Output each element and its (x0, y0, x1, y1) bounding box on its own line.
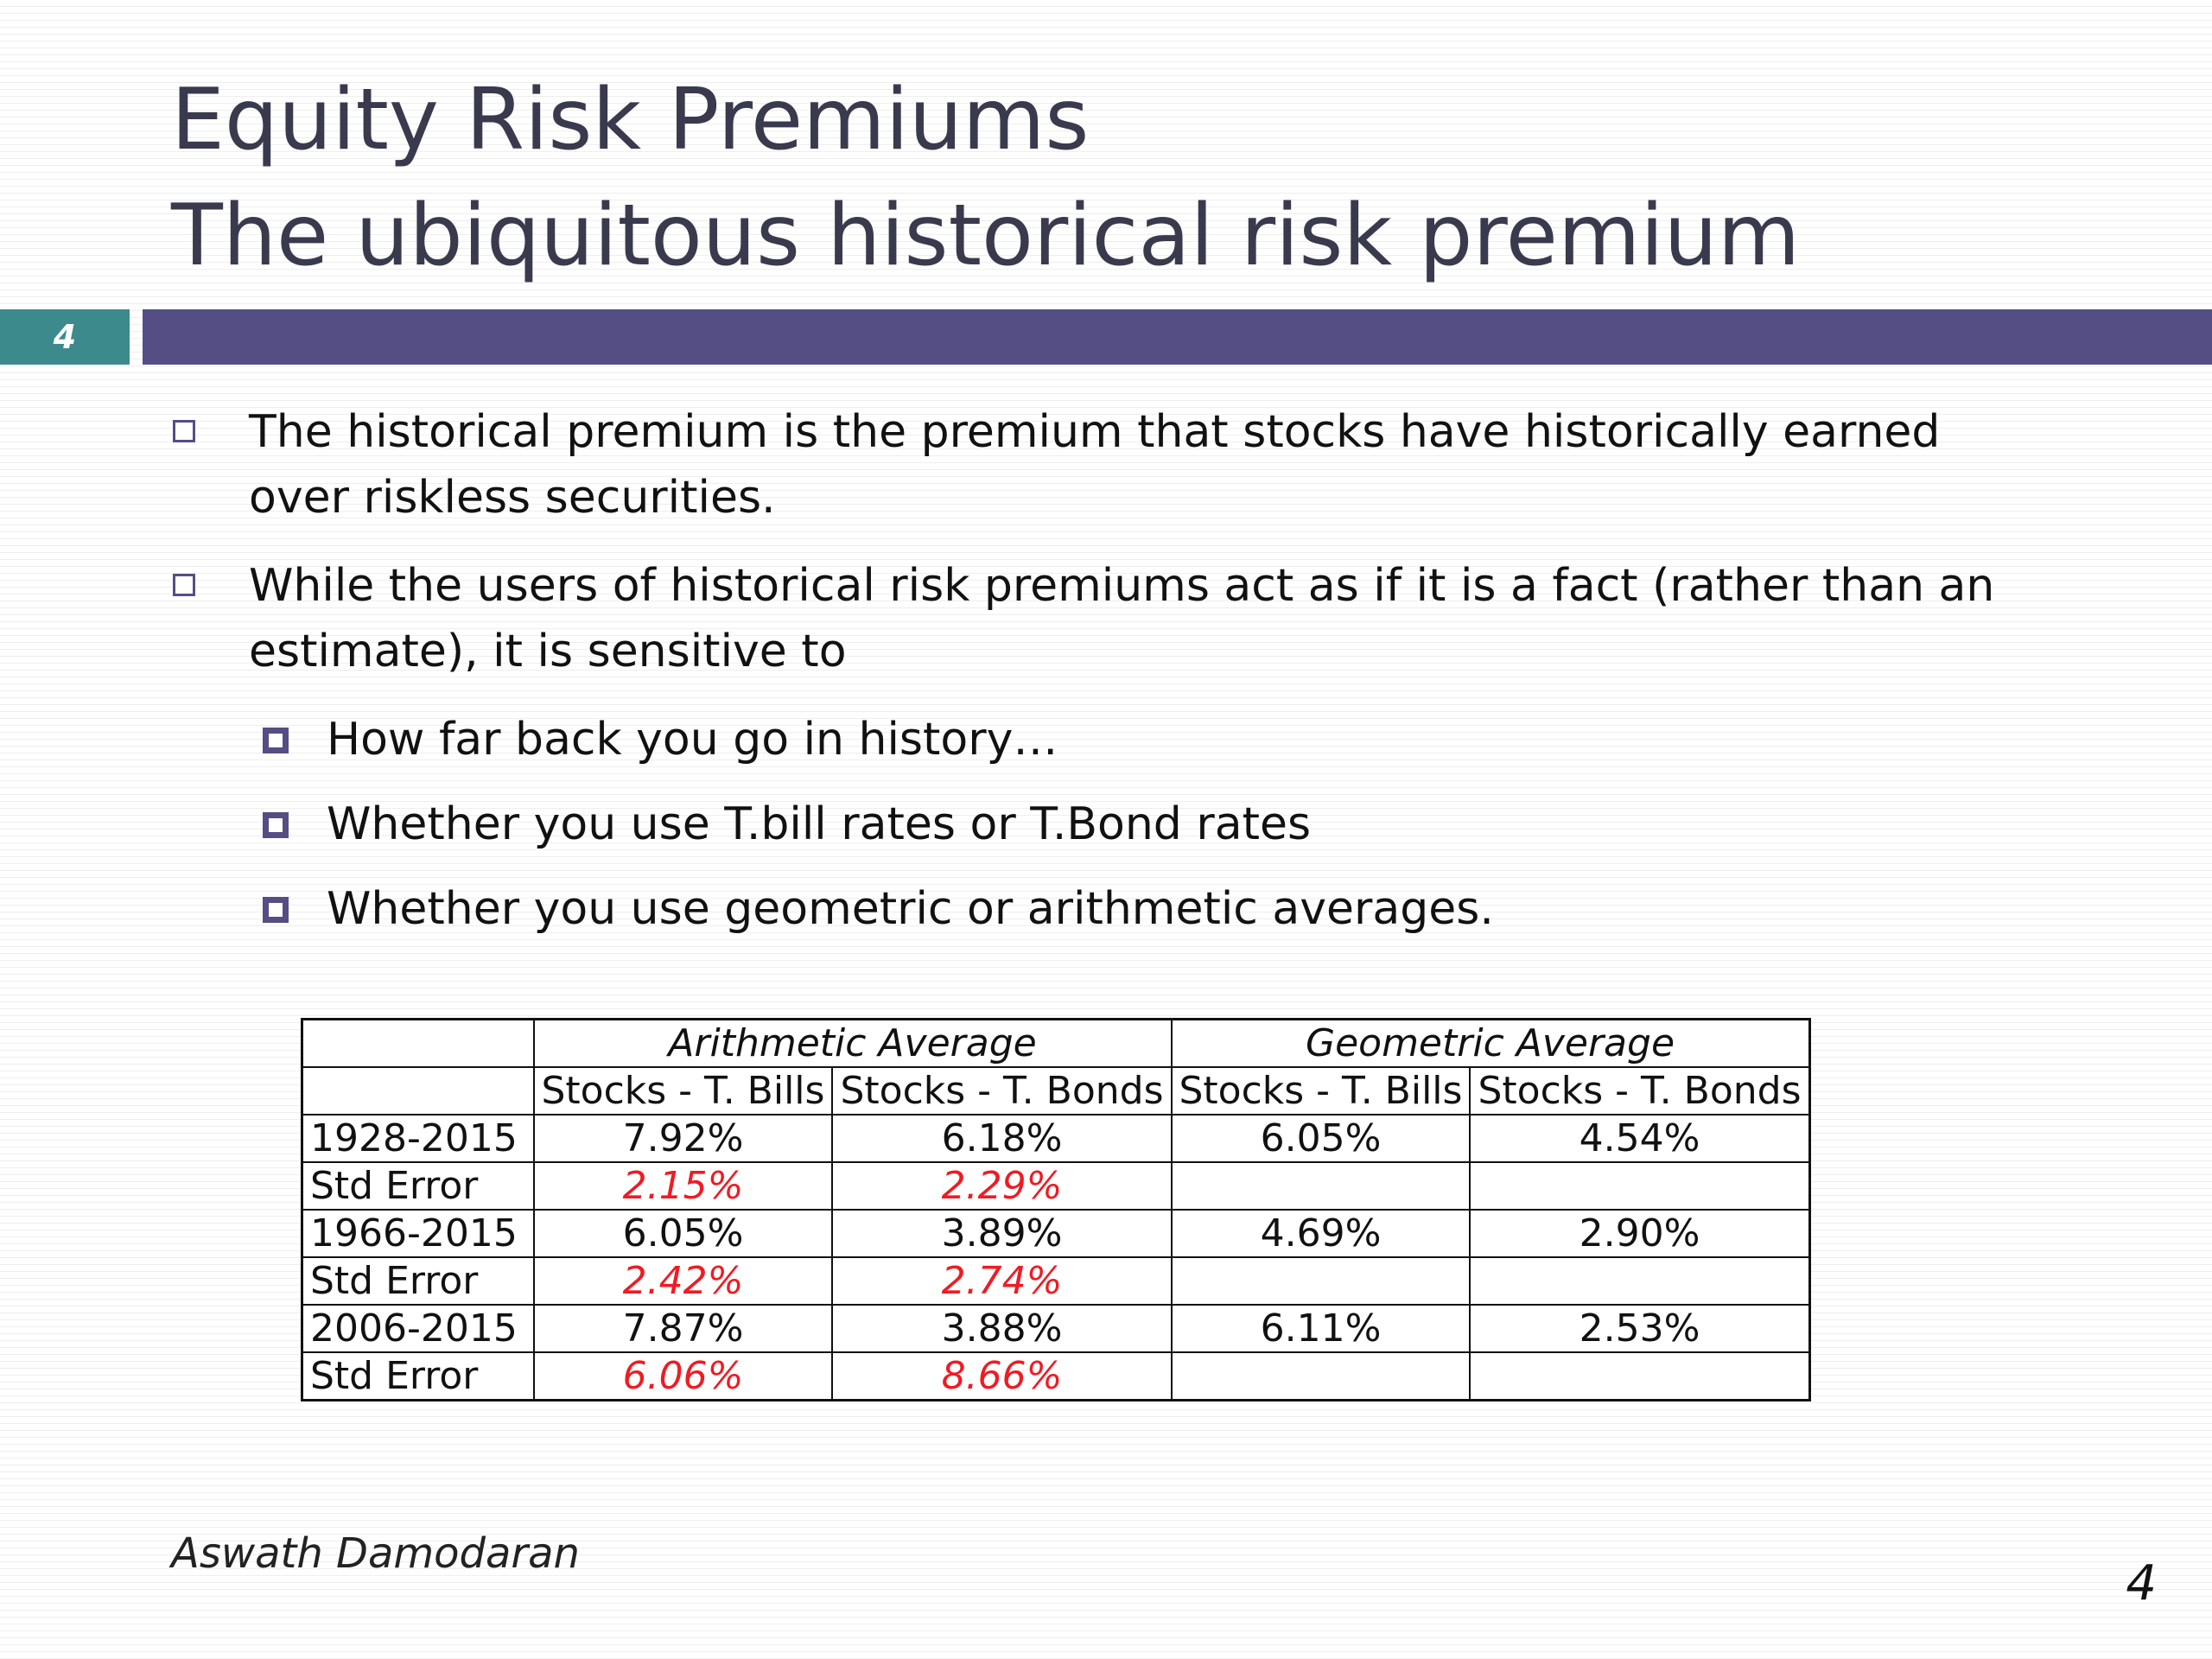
std-error-cell: 6.06% (532, 1351, 834, 1402)
table-group-header-row: Arithmetic Average Geometric Average (301, 1018, 1810, 1068)
std-error-cell: 2.15% (532, 1161, 834, 1211)
table-cell (1469, 1256, 1810, 1306)
std-error-cell: 2.29% (831, 1161, 1173, 1211)
table-row: 1966-2015 6.05% 3.89% 4.69% 2.90% (301, 1209, 1810, 1258)
table-cell: 2.90% (1469, 1209, 1810, 1258)
table-row: 2006-2015 7.87% 3.88% 6.11% 2.53% (301, 1304, 1810, 1353)
bullet-text: While the users of historical risk premi… (249, 560, 1995, 677)
slide-title: Equity Risk Premiums The ubiquitous hist… (171, 62, 1800, 294)
row-label: 2006-2015 (301, 1304, 535, 1353)
row-label: 1928-2015 (301, 1114, 535, 1163)
table-column-header-row: Stocks - T. Bills Stocks - T. Bonds Stoc… (301, 1066, 1810, 1116)
table-cell: 6.05% (1170, 1114, 1471, 1163)
sub-bullet-item: How far back you go in history… (263, 707, 1058, 772)
table-row: Std Error 6.06% 8.66% (301, 1351, 1810, 1402)
table-row: Std Error 2.42% 2.74% (301, 1256, 1810, 1306)
std-error-cell: 2.42% (532, 1256, 834, 1306)
column-header: Stocks - T. Bills (1170, 1066, 1471, 1116)
row-label: 1966-2015 (301, 1209, 535, 1258)
footer-author: Aswath Damodaran (171, 1529, 580, 1578)
sub-bullet-item: Whether you use T.bill rates or T.Bond r… (263, 791, 1312, 857)
row-label: Std Error (301, 1256, 535, 1306)
table-cell: 4.69% (1170, 1209, 1471, 1258)
hollow-square-bullet-icon (173, 420, 195, 442)
footer-page-number: 4 (2126, 1555, 2157, 1611)
std-error-cell: 8.66% (831, 1351, 1173, 1402)
column-header: Stocks - T. Bonds (1469, 1066, 1810, 1116)
table-row: Std Error 2.15% 2.29% (301, 1161, 1810, 1211)
column-header: Stocks - T. Bonds (831, 1066, 1173, 1116)
table-corner-cell (301, 1066, 535, 1116)
square-bullet-icon (263, 728, 289, 753)
title-line-1: Equity Risk Premiums (171, 71, 1090, 169)
column-header: Stocks - T. Bills (532, 1066, 834, 1116)
table-cell (1469, 1351, 1810, 1402)
table-cell: 4.54% (1469, 1114, 1810, 1163)
square-bullet-icon (263, 812, 289, 838)
geometric-average-header: Geometric Average (1170, 1018, 1810, 1068)
bullet-item: While the users of historical risk premi… (173, 553, 2037, 684)
table-cell: 6.05% (532, 1209, 834, 1258)
table-cell: 2.53% (1469, 1304, 1810, 1353)
risk-premium-table: Arithmetic Average Geometric Average Sto… (301, 1018, 1811, 1402)
sub-bullet-text: How far back you go in history… (327, 714, 1058, 766)
bullet-text: The historical premium is the premium th… (249, 406, 1941, 524)
table-cell: 3.89% (831, 1209, 1173, 1258)
table-cell (1170, 1351, 1471, 1402)
table-cell (1170, 1256, 1471, 1306)
bullet-item: The historical premium is the premium th… (173, 399, 2037, 531)
table-cell (1469, 1161, 1810, 1211)
sub-bullet-text: Whether you use T.bill rates or T.Bond r… (327, 798, 1312, 850)
sub-bullet-text: Whether you use geometric or arithmetic … (327, 883, 1494, 935)
table-row: 1928-2015 7.92% 6.18% 6.05% 4.54% (301, 1114, 1810, 1163)
std-error-cell: 2.74% (831, 1256, 1173, 1306)
row-label: Std Error (301, 1351, 535, 1402)
hollow-square-bullet-icon (173, 574, 195, 596)
table-corner-cell (301, 1018, 535, 1068)
sub-bullet-item: Whether you use geometric or arithmetic … (263, 876, 1494, 942)
table-cell: 6.18% (831, 1114, 1173, 1163)
square-bullet-icon (263, 897, 289, 923)
table-cell: 7.92% (532, 1114, 834, 1163)
table-cell: 6.11% (1170, 1304, 1471, 1353)
row-label: Std Error (301, 1161, 535, 1211)
slide-number-badge: 4 (0, 309, 130, 365)
title-divider-bar (143, 309, 2212, 365)
table-cell (1170, 1161, 1471, 1211)
table-cell: 3.88% (831, 1304, 1173, 1353)
table-cell: 7.87% (532, 1304, 834, 1353)
title-line-2: The ubiquitous historical risk premium (171, 187, 1801, 285)
arithmetic-average-header: Arithmetic Average (532, 1018, 1173, 1068)
